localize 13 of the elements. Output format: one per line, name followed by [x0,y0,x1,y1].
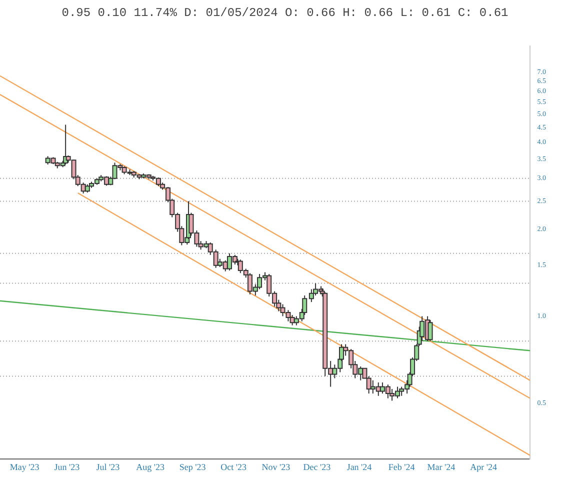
x-tick-label: Jun '23 [54,462,80,472]
chart-title: 0.95 0.10 11.74% D: 01/05/2024 O: 0.66 H: 0.66 L: 0.61 C: 0.61 [60,6,510,20]
x-tick-label: Jan '24 [346,462,372,472]
x-tick-label: Feb '24 [388,462,416,472]
x-tick-label: Jul '23 [96,462,120,472]
x-tick-label: Apr '24 [470,462,498,472]
x-tick-label: Oct '23 [220,462,248,472]
x-tick-label: Aug '23 [136,462,165,472]
x-tick-label: Mar '24 [427,462,456,472]
x-tick-label: Dec '23 [303,462,332,472]
x-tick-label: May '23 [10,462,40,472]
x-tick-label: Nov '23 [262,462,291,472]
x-tick-label: Sep '23 [179,462,206,472]
